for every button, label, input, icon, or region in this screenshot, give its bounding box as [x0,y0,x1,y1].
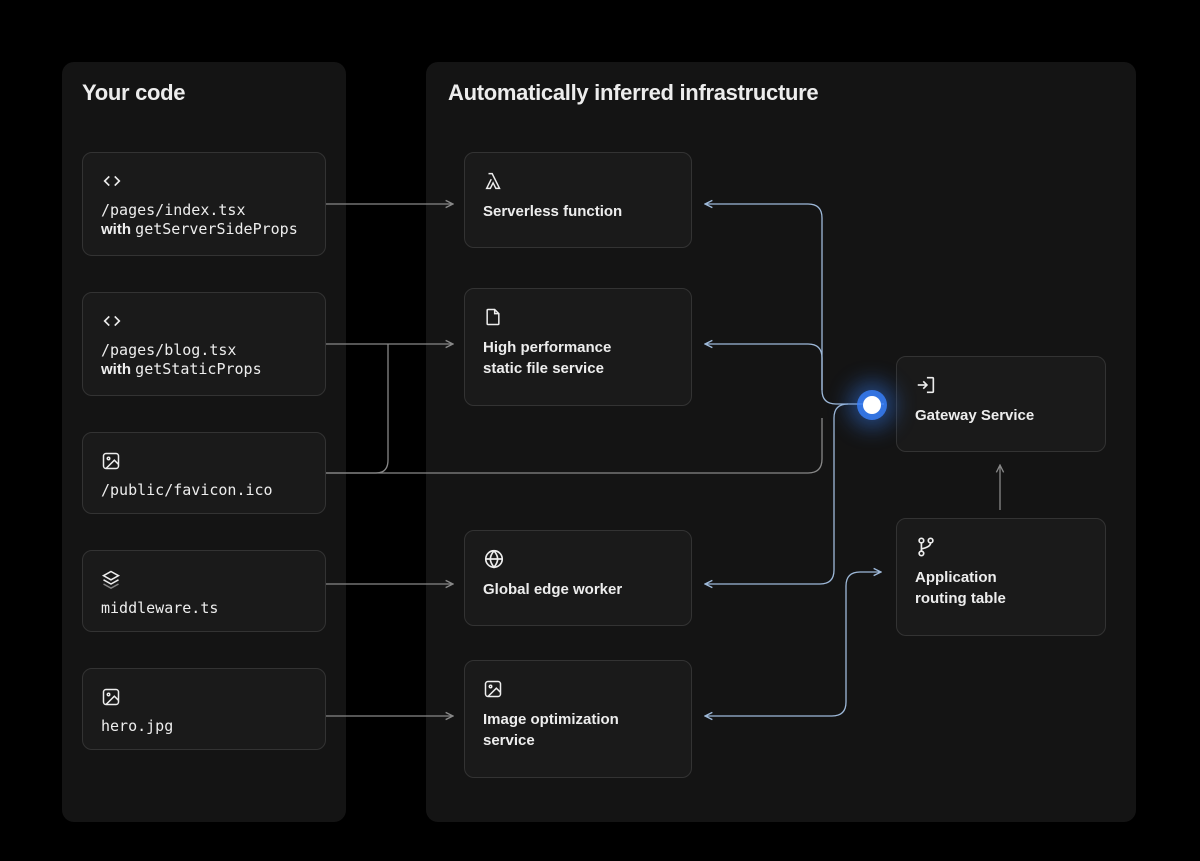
image-icon [483,675,673,703]
card-code-blog: /pages/blog.tsx with getStaticProps [82,292,326,396]
card-text: Serverless function [483,201,673,222]
card-infra-image: Image optimization service [464,660,692,778]
card-gateway: Gateway Service [896,356,1106,452]
globe-icon [483,545,673,573]
git-icon [915,533,1087,561]
code-icon [101,307,307,335]
card-with: with getStaticProps [101,359,307,380]
card-code-middleware: middleware.ts [82,550,326,632]
gateway-glow-dot [863,396,881,414]
card-text: Application [915,567,1087,588]
card-text: /pages/blog.tsx [101,341,307,359]
card-infra-static: High performance static file service [464,288,692,406]
image-icon [101,447,307,475]
card-code-favicon: /public/favicon.ico [82,432,326,514]
layers-icon [101,565,307,593]
right-panel-title: Automatically inferred infrastructure [448,80,818,106]
card-code-index: /pages/index.tsx with getServerSideProps [82,152,326,256]
card-text: Global edge worker [483,579,673,600]
card-text: /public/favicon.ico [101,481,307,499]
card-text: middleware.ts [101,599,307,617]
card-text2: routing table [915,588,1087,609]
card-with: with getServerSideProps [101,219,307,240]
card-routing: Application routing table [896,518,1106,636]
code-icon [101,167,307,195]
document-icon [483,303,673,331]
card-text: High performance [483,337,673,358]
card-text: Image optimization [483,709,673,730]
left-panel-title: Your code [82,80,185,106]
lambda-icon [483,167,673,195]
card-infra-edge: Global edge worker [464,530,692,626]
image-icon [101,683,307,711]
card-code-hero: hero.jpg [82,668,326,750]
card-text: /pages/index.tsx [101,201,307,219]
card-text2: service [483,730,673,751]
card-text2: static file service [483,358,673,379]
card-text: Gateway Service [915,405,1087,426]
login-icon [915,371,1087,399]
card-text: hero.jpg [101,717,307,735]
card-infra-serverless: Serverless function [464,152,692,248]
